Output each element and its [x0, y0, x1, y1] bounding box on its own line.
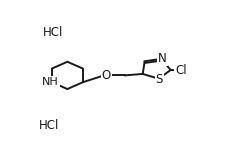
- Text: NH: NH: [42, 77, 59, 87]
- Text: N: N: [157, 52, 166, 65]
- Text: Cl: Cl: [174, 64, 186, 77]
- Text: HCl: HCl: [42, 26, 63, 39]
- Text: S: S: [155, 73, 162, 86]
- Text: HCl: HCl: [39, 119, 59, 132]
- Text: O: O: [101, 69, 110, 82]
